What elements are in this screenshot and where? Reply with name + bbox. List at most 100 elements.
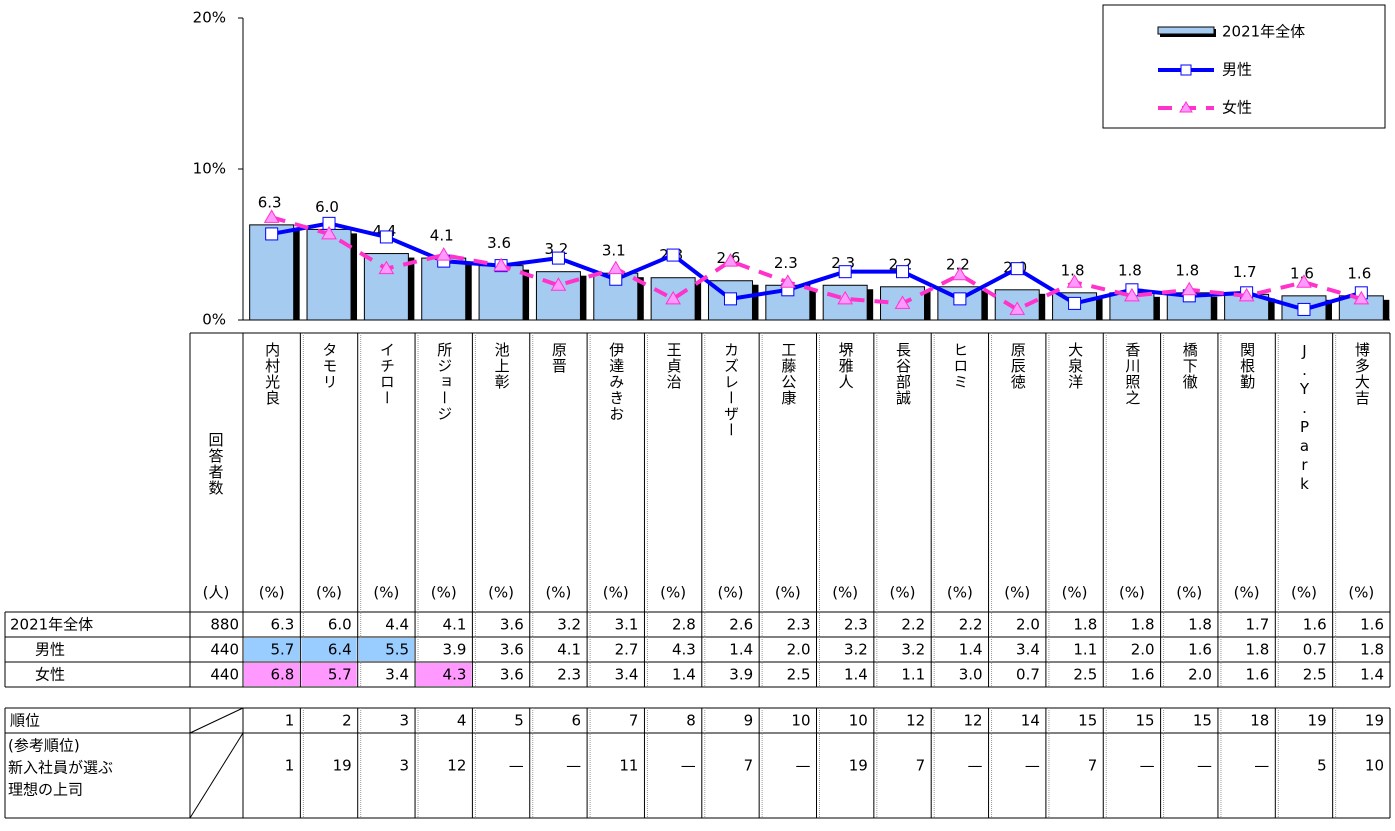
- legend-label: 女性: [1222, 99, 1252, 117]
- ref-rank: 11: [619, 757, 638, 775]
- category-name: 内村光良: [263, 342, 281, 406]
- rank: 7: [629, 712, 639, 730]
- y-tick-label: 0%: [202, 311, 226, 329]
- category-name: 伊達みきお: [607, 342, 625, 422]
- data-label: 3.6: [487, 234, 511, 252]
- table-value: 1.6: [1245, 666, 1269, 684]
- ref-rank: 5: [1317, 757, 1327, 775]
- table-value: 2.0: [1016, 616, 1040, 634]
- rank: 3: [400, 712, 410, 730]
- marker: [838, 265, 852, 279]
- rank: 15: [1193, 712, 1212, 730]
- category-name: 原晋: [550, 342, 568, 374]
- respondents-unit: (人): [203, 584, 230, 602]
- marker: [265, 227, 279, 241]
- percent-unit: (%): [1119, 584, 1145, 602]
- ref-rank: —: [681, 757, 696, 775]
- table-value: 2.0: [787, 641, 811, 659]
- diagonal: [189, 732, 244, 819]
- rank: 5: [514, 712, 524, 730]
- table-value: 4.1: [443, 616, 467, 634]
- table-value: 1.4: [844, 666, 868, 684]
- table-value: 1.6: [1360, 616, 1384, 634]
- table-value: 1.4: [729, 641, 753, 659]
- table-value: 2.3: [844, 616, 868, 634]
- table-value: 3.2: [901, 641, 925, 659]
- marker: [1181, 281, 1198, 296]
- marker: [493, 257, 509, 272]
- table-value: 6.0: [328, 616, 352, 634]
- ref-rank: —: [1197, 757, 1212, 775]
- table-value: 2.3: [787, 616, 811, 634]
- data-label: 1.8: [1175, 261, 1199, 279]
- marker: [379, 230, 393, 244]
- table-value: 2.8: [672, 616, 696, 634]
- marker: [722, 253, 739, 267]
- table-value: 3.0: [959, 666, 983, 684]
- legend-marker: [1180, 64, 1192, 76]
- table-value: 2.5: [787, 666, 811, 684]
- rank: 19: [1308, 712, 1327, 730]
- highlight-cell: [358, 638, 415, 661]
- respondents: 440: [210, 666, 239, 684]
- table-value: 2.5: [1073, 666, 1097, 684]
- marker: [1296, 274, 1312, 288]
- category-name: 香川照之: [1123, 342, 1141, 406]
- bar: [249, 224, 295, 321]
- category-name: J.Y.Park: [1295, 342, 1313, 494]
- ref-rank: 7: [916, 757, 926, 775]
- ref-rank: 19: [849, 757, 868, 775]
- marker: [1353, 290, 1370, 305]
- table-value: 3.2: [844, 641, 868, 659]
- respondents-header: 回答者数: [207, 432, 225, 496]
- table-value: 3.6: [500, 616, 524, 634]
- legend-marker: [1179, 101, 1193, 113]
- row-label: 2021年全体: [10, 616, 93, 634]
- table-value: 3.6: [500, 641, 524, 659]
- percent-unit: (%): [1348, 584, 1374, 602]
- table-value: 0.7: [1303, 641, 1327, 659]
- table-value: 2.6: [729, 616, 753, 634]
- category-name: イチロー: [378, 342, 396, 406]
- category-name: 王貞治: [665, 342, 683, 390]
- marker: [1124, 287, 1140, 302]
- percent-unit: (%): [1004, 584, 1030, 602]
- percent-unit: (%): [373, 584, 399, 602]
- rank: 15: [1136, 712, 1155, 730]
- ref-rank: —: [968, 757, 983, 775]
- data-label: 2.2: [946, 255, 970, 273]
- table-value: 4.4: [385, 616, 409, 634]
- category-name: タモリ: [321, 342, 339, 390]
- ref-rank: —: [509, 757, 524, 775]
- ref-rank: 1: [285, 757, 295, 775]
- percent-unit: (%): [890, 584, 916, 602]
- diagonal: [189, 707, 244, 734]
- row-label: 男性: [35, 641, 65, 659]
- marker: [550, 277, 567, 291]
- percent-unit: (%): [259, 584, 285, 602]
- table-value: 0.7: [1016, 666, 1040, 684]
- rank: 4: [457, 712, 467, 730]
- row-label: 女性: [35, 666, 65, 684]
- data-label: 1.6: [1347, 264, 1371, 282]
- ref-rank: 7: [744, 757, 754, 775]
- data-label: 1.8: [1061, 261, 1085, 279]
- percent-unit: (%): [1291, 584, 1317, 602]
- highlight-cell: [301, 663, 357, 686]
- table-value: 1.8: [1131, 616, 1155, 634]
- table-value: 1.8: [1073, 616, 1097, 634]
- rank: 9: [744, 712, 754, 730]
- table-value: 3.9: [443, 641, 467, 659]
- rank: 18: [1250, 712, 1269, 730]
- percent-unit: (%): [775, 584, 801, 602]
- ref-rank: —: [1025, 757, 1040, 775]
- legend-label: 2021年全体: [1222, 23, 1305, 41]
- marker: [1066, 274, 1083, 288]
- table-value: 3.4: [615, 666, 639, 684]
- respondents: 440: [210, 641, 239, 659]
- data-label: 2.3: [774, 254, 798, 272]
- category-name: 関根勤: [1238, 342, 1256, 390]
- highlight-cell: [416, 663, 472, 686]
- bar: [478, 265, 524, 321]
